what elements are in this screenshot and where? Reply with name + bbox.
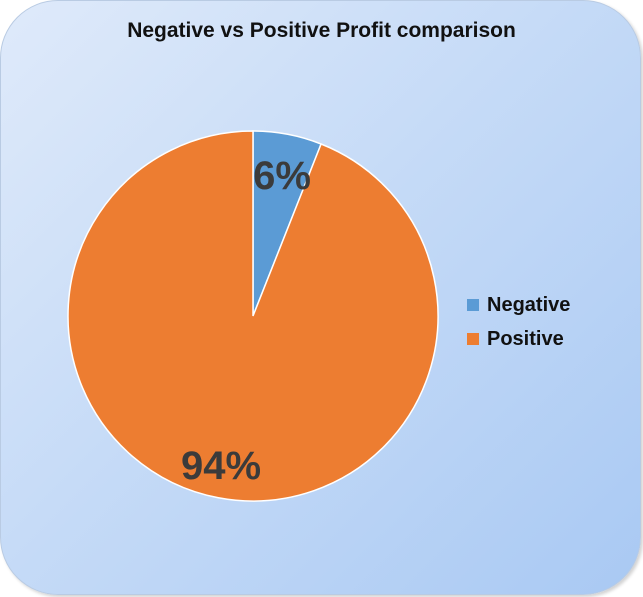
legend-swatch-positive — [467, 333, 479, 345]
legend-item-negative: Negative — [467, 288, 570, 322]
legend-swatch-negative — [467, 299, 479, 311]
data-label-negative: 6% — [253, 154, 311, 198]
data-label-positive: 94% — [181, 444, 261, 488]
legend-item-positive: Positive — [467, 322, 570, 356]
legend: Negative Positive — [467, 288, 570, 356]
chart-title: Negative vs Positive Profit comparison — [127, 19, 516, 42]
legend-label-negative: Negative — [487, 293, 571, 316]
pie-slice-positive — [67, 130, 439, 502]
legend-label-positive: Positive — [487, 327, 564, 350]
